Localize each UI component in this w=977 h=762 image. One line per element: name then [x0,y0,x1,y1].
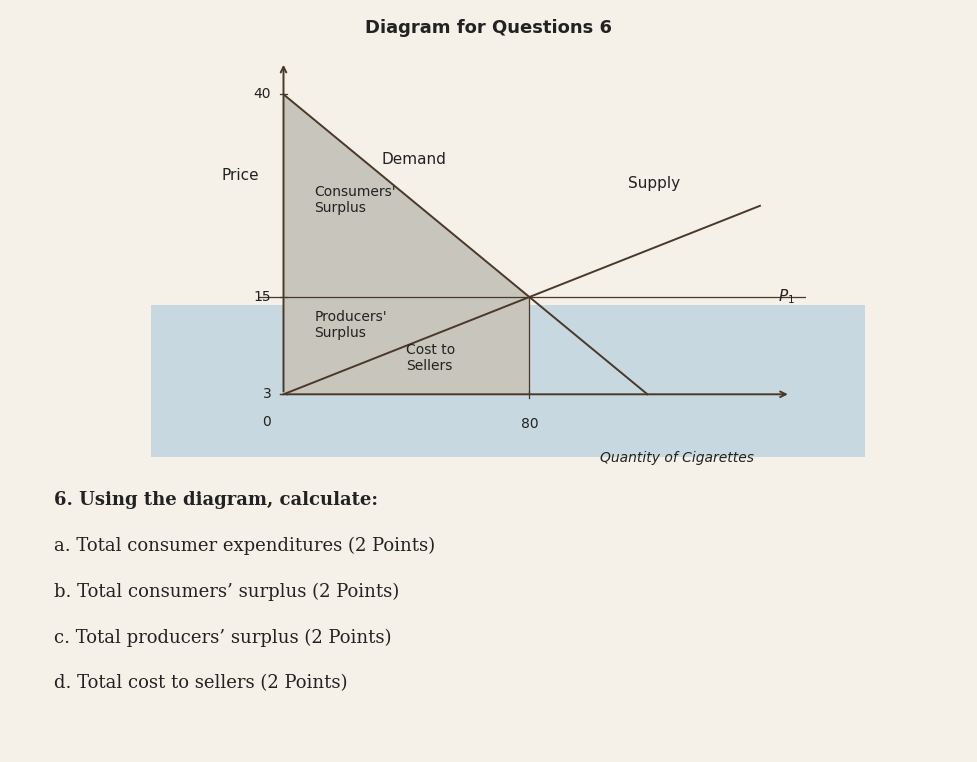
Text: 3: 3 [263,387,272,402]
Polygon shape [283,94,530,297]
Text: a. Total consumer expenditures (2 Points): a. Total consumer expenditures (2 Points… [54,537,435,555]
Text: b. Total consumers’ surplus (2 Points): b. Total consumers’ surplus (2 Points) [54,583,399,601]
Polygon shape [283,297,530,394]
Text: d. Total cost to sellers (2 Points): d. Total cost to sellers (2 Points) [54,674,347,693]
Text: Diagram for Questions 6: Diagram for Questions 6 [365,19,612,37]
Text: Cost to
Sellers: Cost to Sellers [406,343,455,373]
Text: Price: Price [222,168,259,183]
Text: Producers'
Surplus: Producers' Surplus [315,310,387,341]
Text: 40: 40 [254,88,272,101]
Text: Supply: Supply [628,176,680,191]
Text: 0: 0 [263,415,272,428]
Text: Demand: Demand [382,152,446,167]
FancyBboxPatch shape [151,30,865,457]
Text: $P_1$: $P_1$ [779,288,795,306]
FancyBboxPatch shape [151,305,865,457]
Polygon shape [283,297,530,394]
Text: Consumers'
Surplus: Consumers' Surplus [315,184,396,215]
Text: Quantity of Cigarettes: Quantity of Cigarettes [600,451,754,465]
Text: 15: 15 [254,290,272,304]
Text: 6. Using the diagram, calculate:: 6. Using the diagram, calculate: [54,491,378,510]
Text: c. Total producers’ surplus (2 Points): c. Total producers’ surplus (2 Points) [54,629,391,647]
Text: 80: 80 [521,417,538,431]
